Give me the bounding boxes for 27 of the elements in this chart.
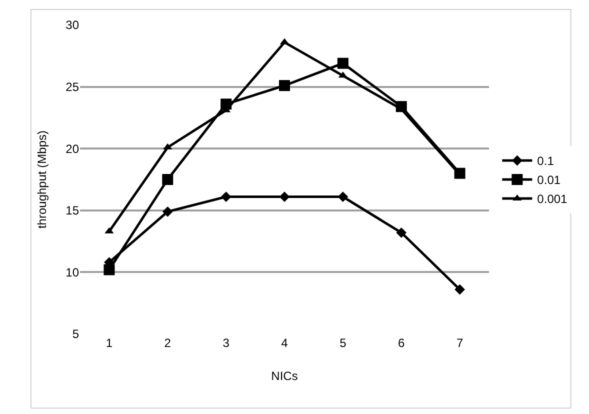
point xyxy=(220,192,232,202)
x-axis-title: NICs xyxy=(271,369,298,383)
x-tick-label: 7 xyxy=(456,336,464,350)
x-tick-label: 6 xyxy=(398,336,406,350)
x-tick-label: 1 xyxy=(106,336,113,350)
x-tick-label: 4 xyxy=(281,336,288,350)
y-tick-label: 20 xyxy=(66,142,80,156)
point xyxy=(162,206,173,217)
point xyxy=(337,58,348,69)
y-axis-title: throughput (Mbps) xyxy=(35,130,49,229)
x-tick-label: 2 xyxy=(164,336,172,350)
legend-label: 0.01 xyxy=(537,173,561,188)
y-tick-label: 10 xyxy=(66,265,80,280)
point xyxy=(279,80,290,92)
point xyxy=(162,174,174,185)
point xyxy=(279,192,290,202)
y-tick-label: 30 xyxy=(66,18,80,32)
point xyxy=(454,284,465,295)
x-tick-label: 3 xyxy=(222,336,230,350)
point xyxy=(396,227,407,238)
legend-label: 0.1 xyxy=(537,154,554,168)
point xyxy=(338,192,348,202)
legend-label: 0.001 xyxy=(537,192,568,206)
point xyxy=(104,264,115,276)
y-tick-label: 25 xyxy=(66,80,80,94)
y-tick-label: 15 xyxy=(66,204,80,218)
x-tick-label: 5 xyxy=(340,336,347,350)
